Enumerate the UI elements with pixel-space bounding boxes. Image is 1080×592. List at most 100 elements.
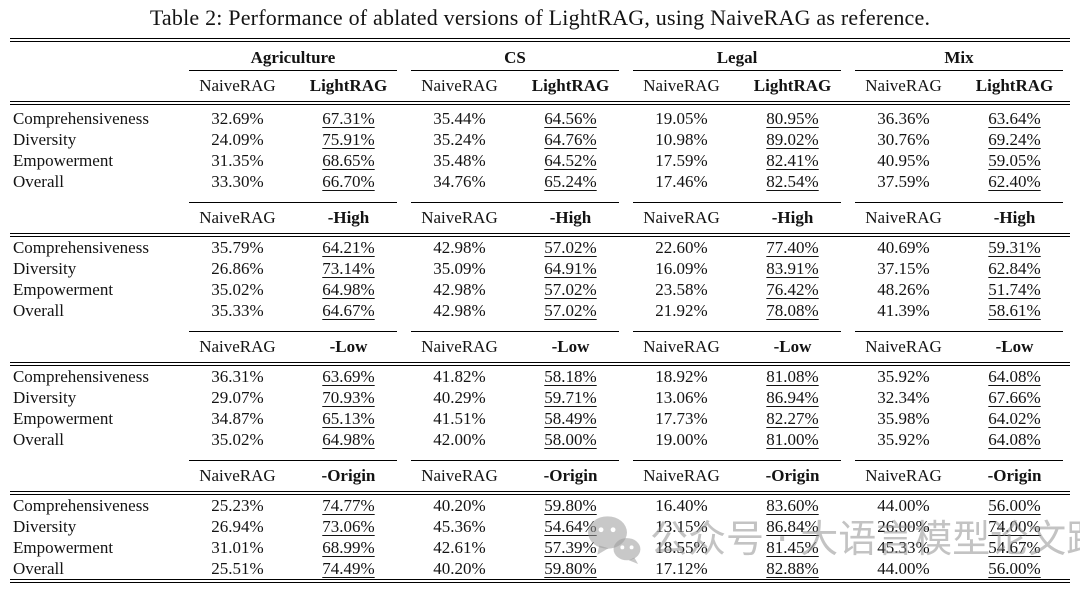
value-cell: 54.67%	[988, 538, 1041, 557]
value-cell: 58.18%	[544, 367, 597, 386]
value-cell: 58.61%	[988, 301, 1041, 320]
value-cell: 35.92%	[877, 430, 930, 449]
col-header-naiverag: NaiveRAG	[848, 203, 960, 237]
col-header-naiverag: NaiveRAG	[848, 71, 960, 105]
value-cell: 59.31%	[988, 238, 1041, 257]
metric-label: Empowerment	[12, 151, 114, 170]
value-cell: 81.00%	[766, 430, 819, 449]
corner-cell	[10, 40, 182, 71]
corner-cell	[9, 203, 182, 237]
metric-label: Overall	[12, 430, 64, 449]
col-header-naiverag: NaiveRAG	[181, 461, 293, 495]
table-row: Empowerment 31.35% 68.65% 35.48% 64.52% …	[10, 150, 1070, 171]
table-caption: Table 2: Performance of ablated versions…	[149, 5, 931, 30]
value-cell: 59.05%	[988, 151, 1041, 170]
table-row: Comprehensiveness 32.69% 67.31% 35.44% 6…	[10, 103, 1070, 129]
value-cell: 67.31%	[322, 109, 375, 128]
value-cell: 74.49%	[322, 559, 375, 578]
value-cell: 62.84%	[988, 259, 1041, 278]
value-cell: 42.98%	[433, 301, 486, 320]
value-cell: 45.36%	[433, 517, 486, 536]
group-header-agriculture: Agriculture	[182, 40, 404, 71]
value-cell: 19.00%	[655, 430, 708, 449]
cmidrule-row	[10, 450, 1070, 461]
value-cell: 21.92%	[655, 301, 708, 320]
col-header-variant: -Origin	[292, 461, 404, 495]
group-header-legal: Legal	[626, 40, 848, 71]
value-cell: 83.60%	[766, 496, 819, 515]
value-cell: 54.64%	[544, 517, 597, 536]
value-cell: 18.92%	[655, 367, 708, 386]
metric-label: Diversity	[12, 517, 77, 536]
value-cell: 57.02%	[544, 301, 597, 320]
value-cell: 40.69%	[877, 238, 930, 257]
col-header-variant: -Low	[959, 332, 1071, 366]
col-header-naiverag: NaiveRAG	[403, 461, 515, 495]
col-header-variant: -High	[737, 203, 849, 237]
value-cell: 41.39%	[877, 301, 930, 320]
subheader-row-high: NaiveRAG -High NaiveRAG -High NaiveRAG -…	[9, 203, 1071, 237]
value-cell: 16.40%	[655, 496, 708, 515]
value-cell: 64.02%	[988, 409, 1041, 428]
value-cell: 58.00%	[544, 430, 597, 449]
metric-label: Comprehensiveness	[12, 496, 149, 515]
value-cell: 64.08%	[988, 430, 1041, 449]
value-cell: 58.49%	[544, 409, 597, 428]
col-header-variant: LightRAG	[959, 71, 1071, 105]
metric-label: Comprehensiveness	[12, 367, 149, 386]
value-cell: 42.98%	[433, 238, 486, 257]
value-cell: 35.98%	[877, 409, 930, 428]
value-cell: 59.71%	[544, 388, 597, 407]
table-row: Empowerment 34.87% 65.13% 41.51% 58.49% …	[10, 408, 1070, 429]
rule	[188, 321, 397, 332]
value-cell: 82.54%	[766, 172, 819, 191]
value-cell: 40.95%	[877, 151, 930, 170]
value-cell: 67.66%	[988, 388, 1041, 407]
value-cell: 26.94%	[211, 517, 264, 536]
value-cell: 82.88%	[766, 559, 819, 578]
rule	[410, 450, 619, 461]
value-cell: 62.40%	[988, 172, 1041, 191]
subheader-row-origin: NaiveRAG -Origin NaiveRAG -Origin NaiveR…	[9, 461, 1071, 495]
value-cell: 41.51%	[433, 409, 486, 428]
value-cell: 65.24%	[544, 172, 597, 191]
value-cell: 35.79%	[211, 238, 264, 257]
col-header-naiverag: NaiveRAG	[403, 203, 515, 237]
metric-label: Empowerment	[12, 538, 114, 557]
rule	[855, 192, 1064, 203]
table-row: Comprehensiveness 25.23% 74.77% 40.20% 5…	[10, 493, 1070, 516]
value-cell: 44.00%	[877, 496, 930, 515]
value-cell: 82.27%	[766, 409, 819, 428]
value-cell: 59.80%	[544, 496, 597, 515]
value-cell: 37.59%	[877, 172, 930, 191]
value-cell: 59.80%	[544, 559, 597, 578]
value-cell: 18.55%	[655, 538, 708, 557]
value-cell: 41.82%	[433, 367, 486, 386]
value-cell: 19.05%	[655, 109, 708, 128]
value-cell: 30.76%	[877, 130, 930, 149]
value-cell: 64.91%	[544, 259, 597, 278]
value-cell: 42.00%	[433, 430, 486, 449]
value-cell: 13.15%	[655, 517, 708, 536]
col-header-variant: -Origin	[959, 461, 1071, 495]
value-cell: 44.00%	[877, 559, 930, 578]
value-cell: 74.00%	[988, 517, 1041, 536]
col-header-variant: -High	[514, 203, 626, 237]
rule	[633, 321, 842, 332]
col-header-naiverag: NaiveRAG	[181, 71, 293, 105]
value-cell: 77.40%	[766, 238, 819, 257]
value-cell: 74.77%	[322, 496, 375, 515]
value-cell: 56.00%	[988, 559, 1041, 578]
value-cell: 33.30%	[211, 172, 264, 191]
cmidrule-row	[10, 192, 1070, 203]
value-cell: 35.44%	[433, 109, 486, 128]
col-header-naiverag: NaiveRAG	[626, 203, 737, 237]
metric-label: Empowerment	[12, 280, 114, 299]
col-header-naiverag: NaiveRAG	[181, 203, 293, 237]
value-cell: 25.51%	[211, 559, 264, 578]
value-cell: 80.95%	[766, 109, 819, 128]
rule	[855, 450, 1064, 461]
table-row: Overall 35.33% 64.67% 42.98% 57.02% 21.9…	[10, 300, 1070, 321]
table-row: Empowerment 35.02% 64.98% 42.98% 57.02% …	[10, 279, 1070, 300]
